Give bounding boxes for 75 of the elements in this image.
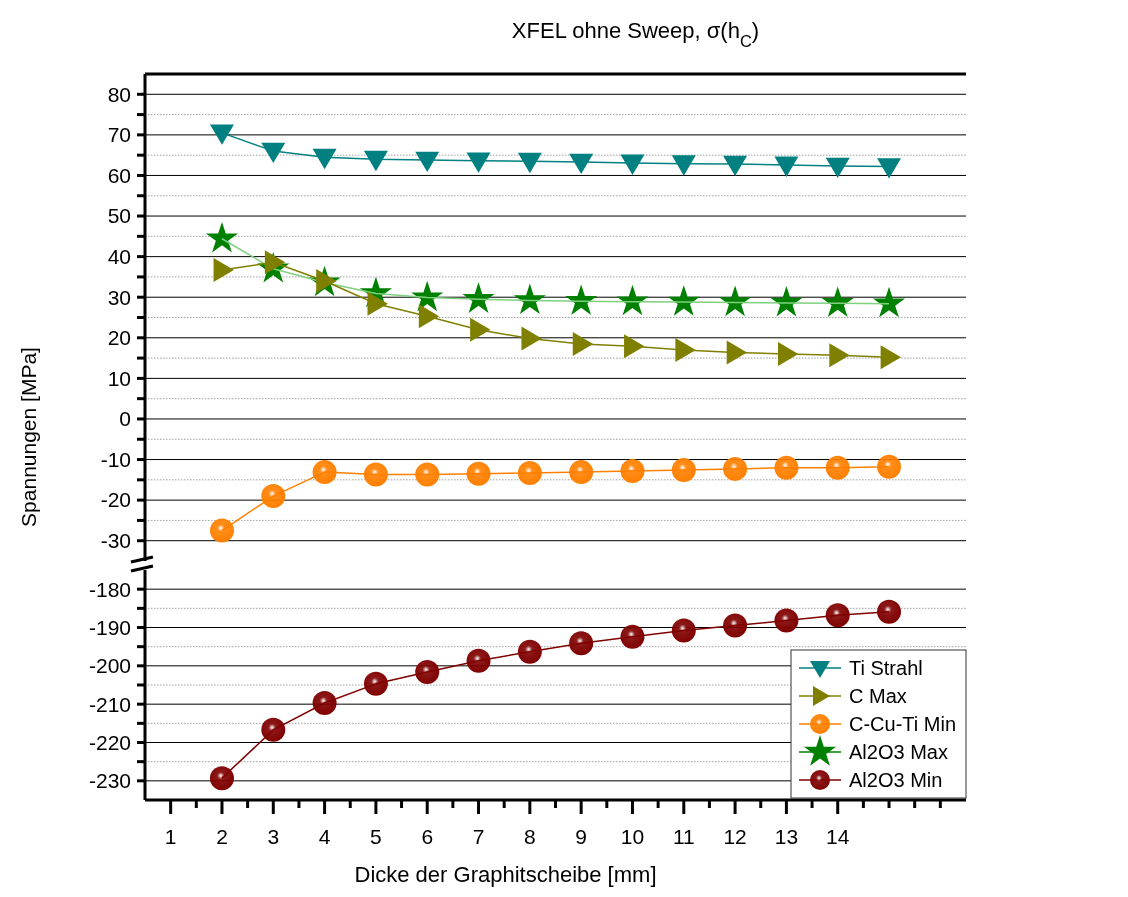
x-tick-label: 11 (672, 825, 695, 848)
point (521, 326, 542, 351)
point (363, 671, 388, 696)
point (774, 608, 799, 633)
point (415, 462, 440, 487)
x-tick-label: 1 (164, 825, 177, 848)
point (620, 624, 645, 649)
point (261, 717, 286, 742)
x-tick-label: 4 (318, 825, 331, 848)
y-tick-label: 0 (119, 407, 131, 431)
point (466, 461, 491, 486)
point (877, 454, 902, 479)
point (723, 613, 748, 638)
x-tick-label: 6 (421, 825, 434, 848)
x-tick-label: 7 (472, 825, 485, 848)
x-tick-label: 14 (826, 825, 850, 848)
y-tick-label: 50 (107, 204, 131, 228)
x-tick-label: 12 (723, 825, 747, 848)
point (671, 618, 696, 643)
point (829, 343, 850, 368)
y-tick-label: -180 (88, 577, 131, 601)
point (209, 518, 234, 543)
chart-title: XFEL ohne Sweep, σ(h$_{C}$) (511, 18, 760, 50)
y-tick-label: 60 (107, 163, 131, 187)
y-tick-label: 80 (107, 82, 131, 106)
point (774, 455, 799, 480)
point (312, 148, 337, 170)
y-tick-label: -230 (88, 769, 131, 793)
point (209, 766, 234, 791)
y-tick-label: 40 (107, 244, 131, 268)
y-tick-label: -220 (88, 730, 131, 754)
y-tick-label: -190 (88, 615, 131, 639)
x-tick-label: 13 (774, 825, 799, 848)
x-tick-label: 3 (267, 825, 280, 848)
point (363, 462, 388, 487)
x-tick-label: 9 (575, 825, 587, 848)
point (466, 152, 491, 173)
legend-label: C-Cu-Ti Min (849, 713, 957, 735)
y-tick-label: -30 (100, 529, 131, 553)
point (675, 337, 696, 362)
point (466, 648, 491, 673)
point (517, 639, 542, 664)
y-tick-label: 70 (107, 123, 131, 147)
point (569, 631, 594, 656)
y-tick-label: -20 (100, 488, 131, 512)
y-axis-title: Spannungen [MPa] (17, 347, 40, 527)
point (620, 154, 645, 175)
x-tick-label: 2 (216, 825, 228, 848)
legend-label: Ti Strahl (849, 657, 923, 679)
x-tick-label: 10 (620, 825, 645, 848)
point (723, 456, 748, 481)
x-tick-label: 5 (370, 825, 382, 848)
y-tick-label: 10 (107, 366, 131, 390)
point (470, 317, 491, 342)
point (825, 603, 850, 628)
legend-label: C Max (849, 685, 907, 707)
point (671, 155, 696, 176)
point (261, 484, 286, 509)
y-tick-label: -210 (88, 692, 131, 716)
y-tick-label: -10 (100, 447, 131, 471)
point (877, 158, 902, 179)
legend-label: Al2O3 Min (849, 769, 943, 791)
y-tick-label: -200 (88, 654, 131, 678)
point (312, 460, 337, 485)
point (312, 691, 337, 716)
point (880, 345, 902, 370)
x-tick-label: 8 (524, 825, 536, 848)
y-tick-label: 30 (107, 285, 131, 309)
point (415, 659, 440, 684)
point (877, 599, 902, 624)
y-tick-label: 20 (107, 326, 131, 350)
x-axis-title: Dicke der Graphitscheibe [mm] (354, 862, 657, 887)
point (825, 455, 850, 480)
legend-label: Al2O3 Max (849, 741, 948, 763)
point (209, 124, 234, 145)
